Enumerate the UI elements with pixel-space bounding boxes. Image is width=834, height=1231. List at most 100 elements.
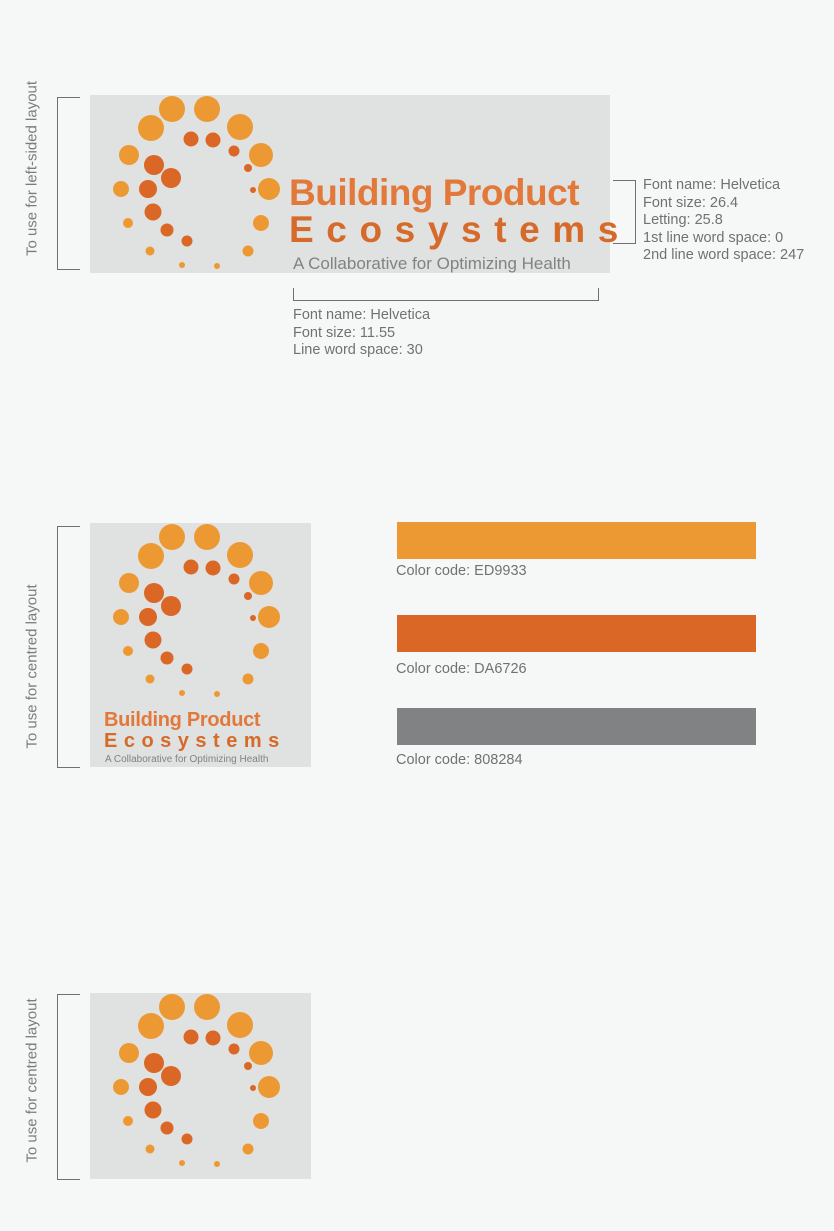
dots-emblem-centred: [113, 524, 280, 697]
emblem-dot: [227, 542, 253, 568]
emblem-dot: [159, 96, 185, 122]
logo-panel-left: Building Product Ecosystems A Collaborat…: [90, 95, 618, 273]
swatch-label-orange-dark: Color code: DA6726: [396, 661, 527, 677]
emblem-dot: [159, 994, 185, 1020]
swatch-label-orange-light: Color code: ED9933: [396, 563, 527, 579]
emblem-dot: [144, 203, 162, 221]
dots-emblem-left: [113, 96, 280, 269]
headline-line1-word-space: 1st line word space: 0: [643, 229, 784, 246]
emblem-dot: [194, 994, 220, 1020]
emblem-dot: [227, 1012, 253, 1038]
tagline-font-name: Font name: Helvetica: [293, 307, 431, 323]
emblem-dot: [139, 608, 157, 626]
emblem-dot: [113, 181, 129, 197]
emblem-dot: [183, 131, 199, 147]
emblem-dot: [258, 1076, 280, 1098]
emblem-dot: [113, 1079, 129, 1095]
emblem-dot: [214, 1161, 220, 1167]
emblem-dot: [183, 559, 199, 575]
emblem-dot: [205, 560, 221, 576]
emblem-dot: [145, 674, 155, 684]
emblem-dot: [250, 1085, 256, 1091]
logo-panel-centred: Building Product Ecosystems A Collaborat…: [90, 523, 311, 767]
bracket-headline: [613, 180, 636, 244]
headline-letting: Letting: 25.8: [643, 212, 723, 228]
logo-tagline-centred: A Collaborative for Optimizing Health: [105, 754, 269, 765]
emblem-dot: [227, 114, 253, 140]
emblem-dot: [161, 596, 181, 616]
emblem-dot: [144, 583, 164, 603]
bracket-tagline: [293, 288, 599, 301]
section-label-centred: To use for centred layout: [23, 584, 41, 749]
emblem-dot: [119, 145, 139, 165]
emblem-dot: [138, 115, 164, 141]
emblem-dot: [144, 1101, 162, 1119]
emblem-dot: [138, 1013, 164, 1039]
emblem-dot: [214, 263, 220, 269]
emblem-dot: [161, 1066, 181, 1086]
emblem-dot: [119, 573, 139, 593]
emblem-dot: [250, 615, 256, 621]
swatch-label-gray: Color code: 808284: [396, 752, 523, 768]
emblem-dot: [249, 143, 273, 167]
emblem-dot: [123, 1116, 133, 1126]
emblem-dot: [144, 155, 164, 175]
emblem-dot: [242, 1143, 254, 1155]
headline-font-size: Font size: 26.4: [643, 194, 739, 211]
emblem-dot: [253, 643, 269, 659]
bracket-centred-section: [57, 526, 80, 768]
bracket-left-section: [57, 97, 80, 270]
emblem-dot: [250, 187, 256, 193]
emblem-dot: [123, 218, 133, 228]
emblem-dot: [244, 592, 252, 600]
emblem-dot: [123, 646, 133, 656]
emblem-dot: [181, 663, 193, 675]
logo-line2-centred: Ecosystems: [104, 730, 286, 752]
emblem-dot: [249, 571, 273, 595]
headline-line2-word-space: 2nd line word space: 247: [643, 247, 805, 263]
logo-line2-left: Ecosystems: [289, 209, 631, 250]
emblem-dot: [183, 1029, 199, 1045]
tagline-font-size: Font size: 11.55: [293, 324, 396, 341]
swatch-orange-dark: [397, 615, 756, 652]
emblem-dot: [258, 178, 280, 200]
logo-panel-icon-only: [90, 993, 311, 1179]
emblem-dot: [161, 168, 181, 188]
swatch-orange-light: [397, 522, 756, 559]
logo-line1-left: Building Product: [289, 172, 580, 213]
emblem-dot: [145, 1144, 155, 1154]
emblem-dot: [160, 223, 174, 237]
emblem-dot: [179, 262, 185, 268]
logo-line1-centred: Building Product: [104, 709, 261, 731]
headline-spec-notes: Font name: Helvetica Font size: 26.4 Let…: [643, 177, 804, 265]
emblem-dot: [194, 524, 220, 550]
emblem-dot: [160, 651, 174, 665]
emblem-dot: [113, 609, 129, 625]
emblem-dot: [228, 1043, 240, 1055]
emblem-dot: [249, 1041, 273, 1065]
emblem-dot: [258, 606, 280, 628]
tagline-line-word-space: Line word space: 30: [293, 342, 423, 358]
emblem-dot: [205, 132, 221, 148]
emblem-dot: [159, 524, 185, 550]
emblem-dot: [139, 180, 157, 198]
emblem-dot: [144, 1053, 164, 1073]
section-label-left: To use for left-sided layout: [23, 80, 41, 257]
emblem-dot: [244, 164, 252, 172]
swatch-gray: [397, 708, 756, 745]
emblem-dot: [145, 246, 155, 256]
tagline-spec-notes: Font name: Helvetica Font size: 11.55 Li…: [293, 307, 430, 360]
bracket-icon-section: [57, 994, 80, 1180]
emblem-dot: [119, 1043, 139, 1063]
section-label-icon-only: To use for centred layout: [23, 998, 41, 1163]
emblem-dot: [228, 145, 240, 157]
emblem-dot: [205, 1030, 221, 1046]
emblem-dot: [194, 96, 220, 122]
emblem-dot: [160, 1121, 174, 1135]
headline-font-name: Font name: Helvetica: [643, 177, 781, 193]
dots-emblem-icon-only: [113, 994, 280, 1167]
emblem-dot: [253, 215, 269, 231]
emblem-dot: [179, 1160, 185, 1166]
emblem-dot: [214, 691, 220, 697]
emblem-dot: [179, 690, 185, 696]
